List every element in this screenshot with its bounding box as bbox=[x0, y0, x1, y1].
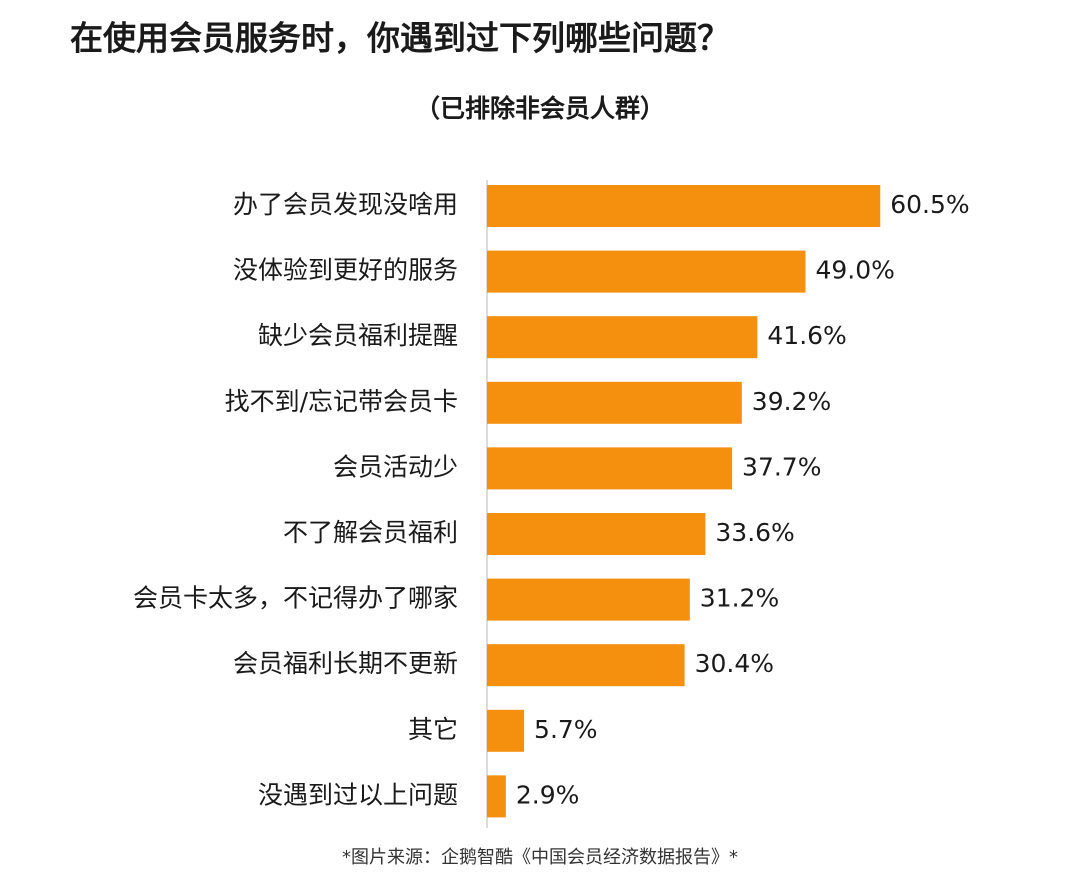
bar bbox=[487, 709, 525, 752]
value-label: 41.6% bbox=[767, 321, 846, 350]
category-label: 没遇到过以上问题 bbox=[258, 780, 458, 809]
value-label: 5.7% bbox=[534, 715, 598, 744]
value-label: 33.6% bbox=[715, 518, 794, 547]
value-label: 30.4% bbox=[695, 649, 774, 678]
source-note: *图片来源：企鹅智酷《中国会员经济数据报告》* bbox=[342, 847, 738, 868]
bar bbox=[487, 185, 881, 227]
bar bbox=[487, 578, 690, 621]
category-label: 会员活动少 bbox=[333, 452, 458, 481]
bar bbox=[487, 316, 758, 359]
chart-subtitle: （已排除非会员人群） bbox=[415, 94, 665, 123]
value-label: 49.0% bbox=[816, 256, 895, 285]
value-label: 60.5% bbox=[890, 190, 969, 219]
value-label: 37.7% bbox=[742, 452, 821, 481]
bar bbox=[487, 513, 706, 555]
category-label: 办了会员发现没啥用 bbox=[233, 190, 458, 219]
bar bbox=[487, 381, 742, 424]
bar bbox=[487, 447, 733, 490]
category-label: 缺少会员福利提醒 bbox=[258, 321, 458, 350]
category-label: 会员福利长期不更新 bbox=[233, 649, 458, 678]
category-label: 没体验到更好的服务 bbox=[233, 256, 458, 285]
bar bbox=[487, 250, 806, 293]
bar bbox=[487, 644, 685, 687]
value-label: 31.2% bbox=[700, 584, 779, 613]
bar bbox=[487, 775, 506, 818]
value-label: 39.2% bbox=[752, 387, 831, 416]
category-label: 不了解会员福利 bbox=[283, 518, 458, 547]
category-label: 其它 bbox=[408, 715, 458, 744]
chart-title: 在使用会员服务时，你遇到过下列哪些问题？ bbox=[70, 19, 730, 58]
category-label: 找不到/忘记带会员卡 bbox=[225, 387, 458, 416]
value-label: 2.9% bbox=[516, 780, 580, 809]
category-label: 会员卡太多，不记得办了哪家 bbox=[133, 584, 458, 613]
